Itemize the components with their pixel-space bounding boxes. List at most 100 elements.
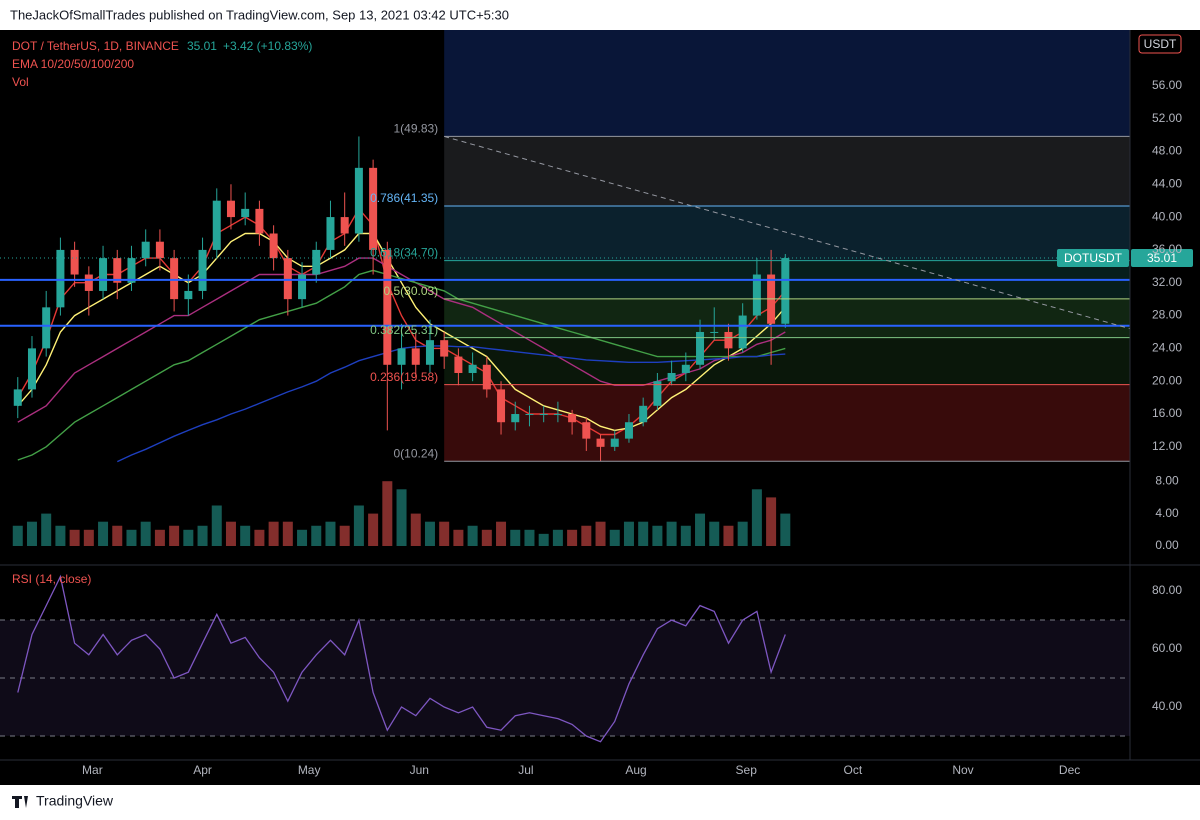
- fib-label: 0.382(25.31): [370, 323, 438, 337]
- currency-box: [1138, 34, 1182, 54]
- fib-zone: [444, 30, 1131, 137]
- candle-body: [440, 340, 449, 357]
- volume-bar: [766, 497, 777, 546]
- candle-body: [539, 414, 548, 416]
- candle-body: [653, 381, 662, 406]
- volume-bar: [780, 513, 791, 546]
- candle-body: [425, 340, 434, 365]
- symbol-tag: [1057, 249, 1129, 268]
- x-tick-label: May: [298, 763, 321, 777]
- y-tick-label: 24.00: [1152, 341, 1182, 355]
- ema-line: [117, 345, 786, 463]
- candle-body: [198, 249, 207, 291]
- x-tick-label: Apr: [193, 763, 212, 777]
- y-tick-label: 56.00: [1152, 78, 1182, 92]
- volume-bar: [652, 525, 663, 546]
- candle-body: [269, 233, 278, 259]
- y-tick-label: 36.00: [1152, 242, 1182, 256]
- ema-line: [17, 269, 786, 461]
- x-tick-label: Nov: [952, 763, 973, 777]
- candle-body: [497, 389, 506, 423]
- candle-body: [696, 331, 705, 365]
- volume-bar: [197, 525, 208, 546]
- volume-bar: [83, 529, 94, 546]
- volume-bar: [680, 525, 691, 546]
- fib-zone: [444, 384, 1131, 462]
- y-tick-label: 28.00: [1152, 308, 1182, 322]
- chart-background: [0, 30, 1200, 785]
- footer-bar: [0, 785, 1200, 820]
- volume-bar: [41, 513, 52, 546]
- y-tick-label: 48.00: [1152, 144, 1182, 158]
- x-tick-label: Oct: [843, 763, 862, 777]
- chart-layer: 1(49.83) 0.786(41.35) 0.618(34.70) 0.5(30.0…: [0, 30, 1200, 777]
- volume-bar: [467, 525, 478, 546]
- volume-bar: [169, 525, 180, 546]
- candle-body: [56, 249, 65, 308]
- volume-bar: [183, 529, 194, 546]
- price-tag-text: 35.01: [1147, 251, 1177, 265]
- candle-body: [781, 258, 790, 324]
- volume-bar: [638, 521, 649, 546]
- rsi-tick-label: 40.00: [1152, 699, 1182, 713]
- footer-brand: TradingView: [36, 793, 114, 809]
- volume-bar: [297, 529, 308, 546]
- volume-bar: [55, 525, 66, 546]
- y-tick-label: 44.00: [1152, 176, 1182, 190]
- footer-logo: [12, 796, 28, 808]
- volume-bar: [12, 525, 23, 546]
- volume-bar: [751, 489, 762, 546]
- candle-body: [113, 258, 122, 283]
- x-tick-label: Aug: [625, 763, 646, 777]
- volume-bar: [439, 521, 450, 546]
- fib-label: 0.786(41.35): [370, 191, 438, 205]
- fib-zone: [444, 206, 1131, 261]
- candle-body: [27, 348, 36, 390]
- fib-label: 0.236(19.58): [370, 370, 438, 384]
- candle-body: [568, 414, 577, 423]
- candle-body: [681, 364, 690, 373]
- x-tick-label: Jun: [410, 763, 429, 777]
- volume-bar: [126, 529, 137, 546]
- y-tick-label: 40.00: [1152, 209, 1182, 223]
- volume-bar: [723, 525, 734, 546]
- candle-body: [383, 249, 392, 365]
- fib-zone: [444, 136, 1131, 207]
- rsi-label: RSI (14, close): [12, 572, 91, 586]
- volume-bar: [382, 481, 393, 546]
- volume-bar: [211, 505, 222, 546]
- candle-body: [298, 274, 307, 300]
- y-tick-label: 16.00: [1152, 406, 1182, 420]
- volume-bar: [709, 521, 720, 546]
- candle-body: [738, 315, 747, 349]
- fib-zone: [444, 337, 1131, 385]
- volume-bar: [410, 513, 421, 546]
- header-bar: [0, 0, 1200, 30]
- volume-bar: [154, 529, 165, 546]
- candle-body: [184, 290, 193, 300]
- volume-bar: [69, 529, 80, 546]
- volume-bar: [339, 525, 350, 546]
- y-tick-label: 12.00: [1152, 439, 1182, 453]
- candle-body: [340, 217, 349, 234]
- volume-bar: [98, 521, 109, 546]
- candle-body: [155, 241, 164, 259]
- candle-body: [724, 331, 733, 349]
- volume-bar: [396, 489, 407, 546]
- candle-body: [397, 348, 406, 365]
- candle-body: [369, 167, 378, 250]
- volume-tick-label: 0.00: [1155, 538, 1179, 552]
- candle-body: [141, 241, 150, 259]
- rsi-tick-label: 60.00: [1152, 641, 1182, 655]
- y-tick-label: 32.00: [1152, 275, 1182, 289]
- trendline: [444, 135, 1131, 330]
- volume-bar: [595, 521, 606, 546]
- candle-body: [99, 258, 108, 291]
- candle-body: [667, 372, 676, 382]
- fib-label: 0(10.24): [393, 446, 438, 460]
- candle-body: [255, 208, 264, 234]
- candle-body: [241, 208, 250, 218]
- volume-bar: [353, 505, 364, 546]
- volume-bar: [481, 529, 492, 546]
